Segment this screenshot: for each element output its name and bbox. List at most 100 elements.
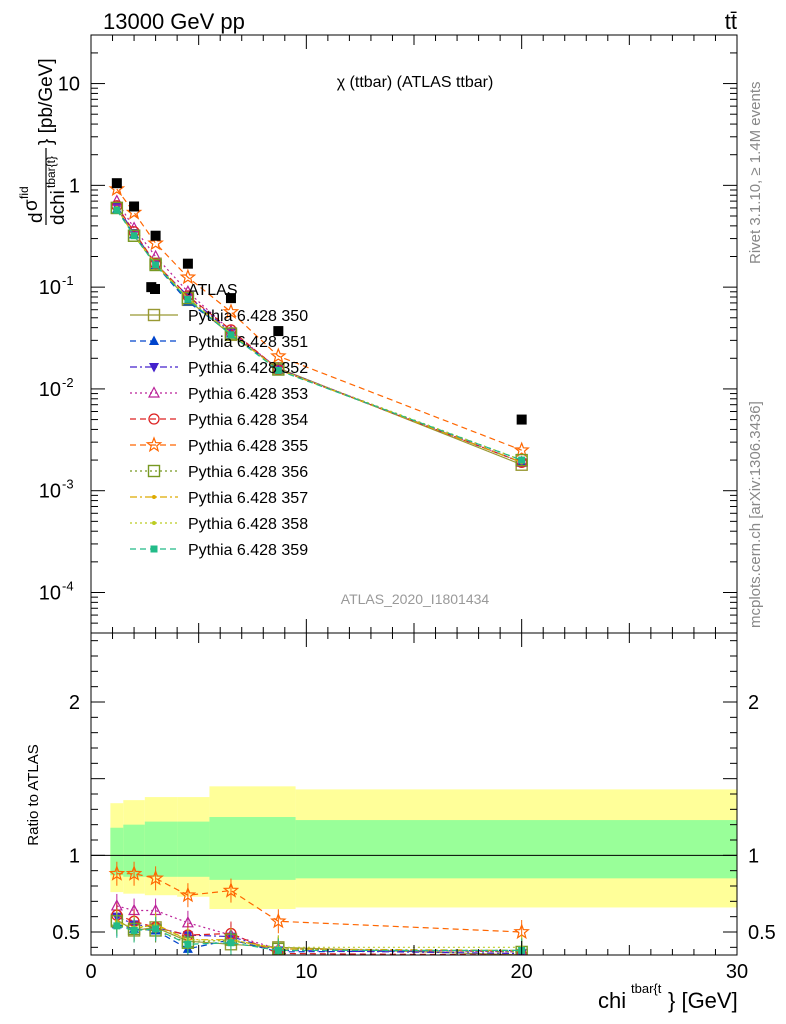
- legend-label-6: Pythia 6.428 356: [188, 464, 308, 481]
- legend-label-atlas: ATLAS: [188, 282, 238, 299]
- main-y-tick-label: 10: [58, 74, 80, 96]
- legend-label-5: Pythia 6.428 355: [188, 438, 308, 455]
- main-y-axis-label: d σ fid dchi tbar{t} } [pb/GeV]: [17, 58, 69, 225]
- ratio-series-line-3: [116, 905, 522, 953]
- y-label-sigma: σ: [21, 199, 42, 211]
- atlas-data-point-0: [111, 178, 122, 189]
- legend-marker-8: [152, 521, 156, 525]
- main-series-line-3: [116, 200, 522, 463]
- ratio-green-band-0: [110, 827, 124, 876]
- analysis-watermark: ATLAS_2020_I1801434: [341, 591, 490, 607]
- main-series-3-point-0: [110, 194, 123, 206]
- atlas-data-point-6: [516, 414, 527, 425]
- main-series-6-point-2: [149, 258, 162, 272]
- main-series-9-point-5: [274, 366, 282, 374]
- main-series-6-point-4: [224, 327, 238, 340]
- legend-label-2: Pythia 6.428 352: [188, 360, 308, 377]
- ratio-y-tick-labels: 0.5 0.5 1 1 2 2: [52, 692, 776, 944]
- main-series-5-point-4: [222, 303, 240, 319]
- ratio-series-5-point-3: [179, 886, 197, 903]
- ratio-y-tick-label: 0.5: [52, 922, 80, 944]
- main-y-tick-label-exponent: -4: [62, 578, 74, 593]
- ratio-y-tick-label-right: 1: [748, 845, 759, 867]
- x-label-chi: chi: [598, 988, 626, 1013]
- main-series-line-4: [116, 205, 522, 463]
- main-series-6-point-5: [272, 363, 285, 376]
- legend-marker-0: [147, 308, 161, 322]
- y-label-dchi: dchi: [48, 190, 69, 225]
- ratio-series-line-7: [116, 920, 522, 951]
- plot-title: χ (ttbar) (ATLAS ttbar): [337, 74, 494, 91]
- x-tick-label: 0: [85, 961, 96, 983]
- atlas-data-point-3: [182, 258, 193, 269]
- rivet-version-label: Rivet 3.1.10, ≥ 1.4M events: [747, 82, 764, 265]
- x-axis-label: chi tbar{t } [GeV]: [598, 981, 738, 1013]
- legend-label-7: Pythia 6.428 357: [188, 490, 308, 507]
- atlas-data-point-5: [273, 326, 284, 337]
- main-y-tick-label: 1: [69, 175, 80, 197]
- ratio-series-5-point-2: [147, 869, 164, 886]
- legend-marker-3: [148, 386, 160, 398]
- y-label-d-numerator: d: [26, 212, 47, 223]
- main-series-line-5: [116, 188, 522, 451]
- ratio-green-band-4: [209, 817, 296, 880]
- ratio-series-group: [108, 861, 530, 955]
- x-tick-labels: 0 10 20 30: [85, 961, 748, 983]
- ratio-y-tick-label: 2: [69, 692, 80, 714]
- main-series-9-point-0: [113, 206, 121, 214]
- main-series-9-point-1: [130, 232, 138, 240]
- main-series-9-point-2: [152, 261, 160, 269]
- ratio-series-9-point-5: [274, 946, 282, 954]
- x-tick-label: 10: [295, 961, 317, 983]
- main-series-6-point-1: [127, 229, 141, 242]
- main-y-tick-label-exponent: -2: [62, 375, 74, 390]
- ratio-series-5-point-5: [270, 912, 287, 929]
- ratio-series-5-point-6: [513, 923, 530, 940]
- ratio-y-axis-label: Ratio to ATLAS: [25, 744, 42, 845]
- legend-label-1: Pythia 6.428 351: [188, 334, 308, 351]
- main-series-line-0: [116, 207, 522, 466]
- ratio-series-5-point-4: [222, 881, 240, 898]
- main-series-9-point-6: [518, 456, 526, 464]
- main-y-tick-label: 10: [39, 582, 61, 604]
- x-label-tbar: tbar{t: [631, 981, 662, 996]
- main-series-3-point-2: [149, 249, 162, 262]
- ratio-green-band-2: [144, 821, 178, 877]
- main-series-line-6: [116, 207, 522, 461]
- y-label-tbar: tbar{t}: [44, 156, 58, 188]
- main-series-5-point-2: [147, 234, 164, 251]
- ratio-green-band-3: [177, 821, 210, 877]
- process-label: tt̄: [725, 9, 737, 34]
- ratio-series-9-point-3: [184, 940, 192, 948]
- atlas-data-group: [111, 178, 527, 425]
- x-tick-label: 30: [726, 961, 748, 983]
- legend-marker-2: [149, 363, 159, 373]
- main-series-5-point-5: [270, 347, 287, 364]
- main-series-line-9: [116, 209, 522, 461]
- main-axis-ticks: [90, 34, 738, 634]
- ratio-uncertainty-bands: [110, 786, 737, 909]
- y-label-units: } [pb/GeV]: [36, 58, 57, 145]
- x-tick-label: 20: [511, 961, 533, 983]
- ratio-green-band-1: [123, 824, 145, 877]
- main-y-tick-label: 10: [39, 379, 61, 401]
- legend-marker-6: [147, 464, 161, 478]
- legend-label-4: Pythia 6.428 354: [188, 412, 308, 429]
- ratio-y-tick-label: 1: [69, 845, 80, 867]
- legend-label-9: Pythia 6.428 359: [188, 542, 308, 559]
- x-label-units: } [GeV]: [668, 988, 738, 1013]
- legend-marker-5: [145, 436, 163, 453]
- legend-label-0: Pythia 6.428 350: [188, 308, 308, 325]
- main-series-9-point-4: [227, 331, 235, 339]
- main-series-9-point-3: [184, 295, 192, 303]
- main-series-line-1: [116, 209, 522, 463]
- ratio-series-clipped: [108, 861, 530, 955]
- ratio-axis-ticks: [90, 633, 738, 955]
- atlas-data-point-2: [150, 230, 161, 241]
- legend-label-3: Pythia 6.428 353: [188, 386, 308, 403]
- main-y-tick-label: 10: [39, 481, 61, 503]
- ratio-series-5-point-1: [125, 864, 143, 881]
- legend-marker-1: [149, 335, 159, 345]
